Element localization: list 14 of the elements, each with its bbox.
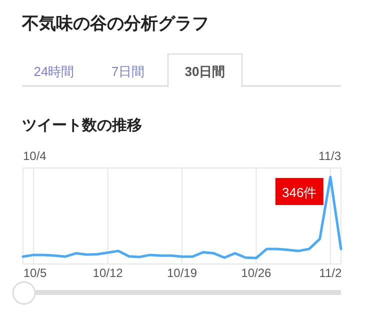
x2-tick-label: 10/4 — [23, 149, 47, 163]
x-tick-label: 10/26 — [241, 266, 272, 280]
x-tick-label: 11/2 — [319, 266, 342, 280]
x-tick-label: 10/5 — [23, 266, 47, 280]
text: 30日間 — [184, 64, 226, 79]
x-tick-label: 10/12 — [92, 266, 124, 280]
chart-title: 不気味の谷の分析グラフ — [21, 14, 209, 33]
text: 24時間 — [34, 64, 74, 79]
x2-tick-label: 11/3 — [318, 149, 342, 163]
chart-subtitle: ツイート数の推移 — [22, 117, 142, 134]
x-tick-label: 10/19 — [166, 266, 198, 280]
annotation: 346件 — [282, 185, 317, 200]
note-label: 346件 — [275, 178, 324, 205]
text: 7日間 — [111, 64, 145, 79]
